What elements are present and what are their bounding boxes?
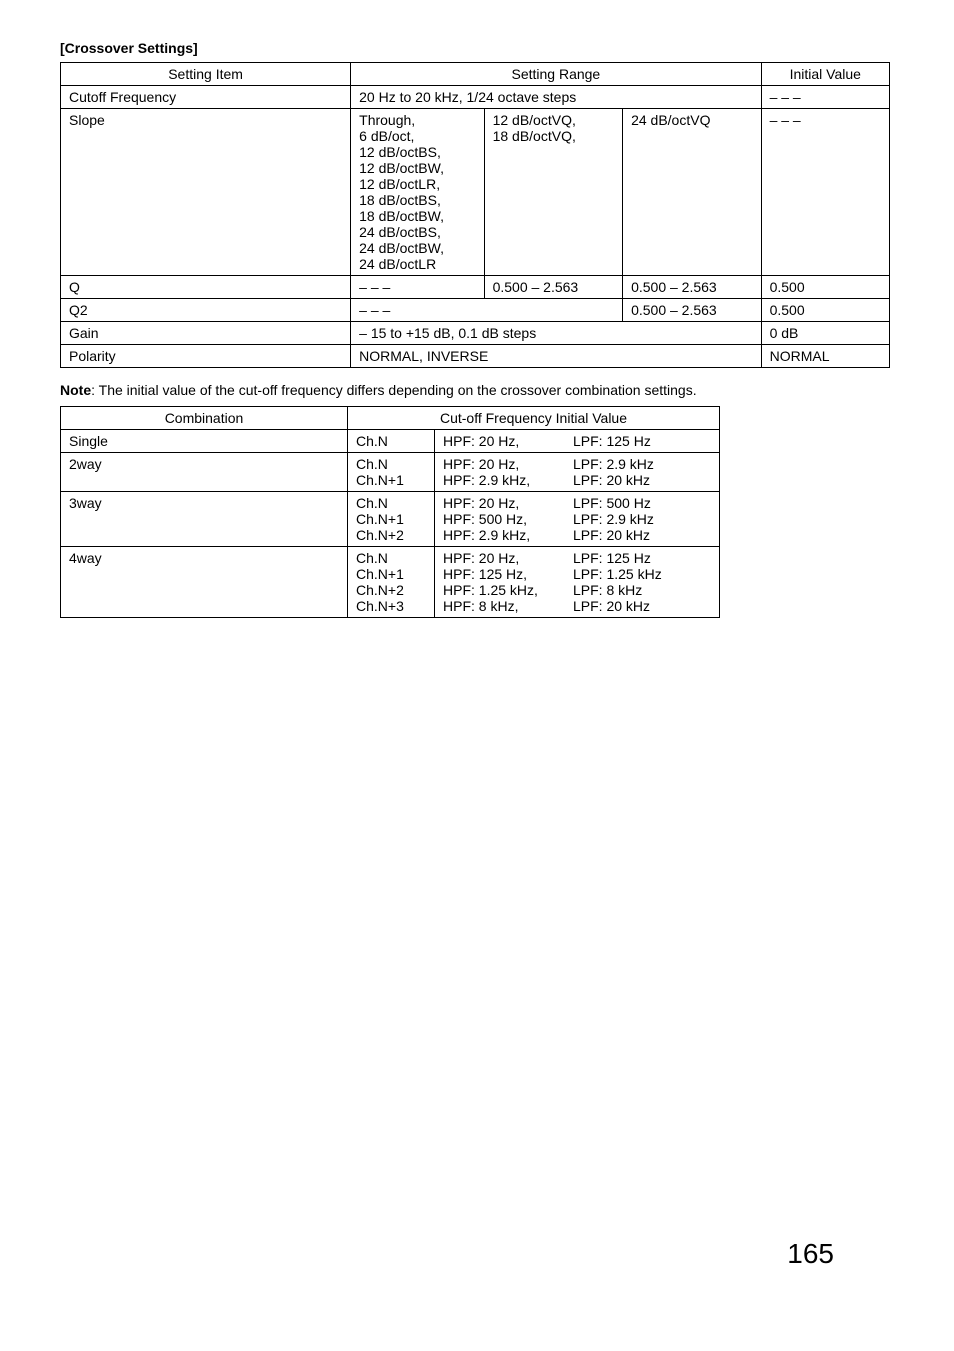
cell-freq: HPF: 20 Hz,LPF: 125 Hz HPF: 125 Hz,LPF: … [435, 547, 720, 618]
header-initial-value: Initial Value [761, 63, 889, 86]
cell-item: Q2 [61, 299, 351, 322]
lpf-value: LPF: 8 kHz [573, 582, 642, 598]
note-text: : The initial value of the cut-off frequ… [91, 382, 696, 398]
cell-range-col3: 0.500 – 2.563 [623, 276, 762, 299]
page-number: 165 [787, 1238, 834, 1270]
cell-item: Gain [61, 322, 351, 345]
lpf-value: LPF: 20 kHz [573, 472, 650, 488]
lpf-value: LPF: 500 Hz [573, 495, 651, 511]
cell-range-col1: – – – [351, 276, 484, 299]
table-row: Cutoff Frequency 20 Hz to 20 kHz, 1/24 o… [61, 86, 890, 109]
cell-ch: Ch.N Ch.N+1 Ch.N+2 [348, 492, 435, 547]
table-row: Q – – – 0.500 – 2.563 0.500 – 2.563 0.50… [61, 276, 890, 299]
note-line: Note: The initial value of the cut-off f… [60, 382, 894, 398]
lpf-value: LPF: 2.9 kHz [573, 511, 654, 527]
cell-combo: 4way [61, 547, 348, 618]
cell-initial: 0.500 [761, 276, 889, 299]
ch-value: Ch.N+2 [356, 527, 426, 543]
cell-combo: 3way [61, 492, 348, 547]
cell-range-col2: 0.500 – 2.563 [484, 276, 623, 299]
lpf-value: LPF: 20 kHz [573, 527, 650, 543]
hpf-value: HPF: 8 kHz, [443, 598, 573, 614]
cell-ch: Ch.N Ch.N+1 [348, 453, 435, 492]
table-row: 2way Ch.N Ch.N+1 HPF: 20 Hz,LPF: 2.9 kHz… [61, 453, 720, 492]
ch-value: Ch.N+2 [356, 582, 426, 598]
header-setting-item: Setting Item [61, 63, 351, 86]
cell-freq: HPF: 20 Hz,LPF: 125 Hz [435, 430, 720, 453]
cell-item: Polarity [61, 345, 351, 368]
note-label: Note [60, 382, 91, 398]
lpf-value: LPF: 20 kHz [573, 598, 650, 614]
ch-value: Ch.N [356, 550, 426, 566]
table-row: Gain – 15 to +15 dB, 0.1 dB steps 0 dB [61, 322, 890, 345]
cell-range-col3: 24 dB/octVQ [623, 109, 762, 276]
header-cutoff-value: Cut-off Frequency Initial Value [348, 407, 720, 430]
hpf-value: HPF: 500 Hz, [443, 511, 573, 527]
cell-initial: 0 dB [761, 322, 889, 345]
table-row: Polarity NORMAL, INVERSE NORMAL [61, 345, 890, 368]
cell-range: NORMAL, INVERSE [351, 345, 761, 368]
cell-ch: Ch.N [348, 430, 435, 453]
cell-range-col3: 0.500 – 2.563 [623, 299, 762, 322]
cell-range-col1: Through, 6 dB/oct, 12 dB/octBS, 12 dB/oc… [351, 109, 484, 276]
table-row: 4way Ch.N Ch.N+1 Ch.N+2 Ch.N+3 HPF: 20 H… [61, 547, 720, 618]
hpf-value: HPF: 20 Hz, [443, 550, 573, 566]
hpf-value: HPF: 20 Hz, [443, 456, 573, 472]
cell-freq: HPF: 20 Hz,LPF: 2.9 kHz HPF: 2.9 kHz,LPF… [435, 453, 720, 492]
table-header-row: Setting Item Setting Range Initial Value [61, 63, 890, 86]
cutoff-initial-value-table: Combination Cut-off Frequency Initial Va… [60, 406, 720, 618]
hpf-value: HPF: 1.25 kHz, [443, 582, 573, 598]
cell-initial: – – – [761, 109, 889, 276]
cell-item: Slope [61, 109, 351, 276]
cell-combo: 2way [61, 453, 348, 492]
cell-initial: – – – [761, 86, 889, 109]
ch-value: Ch.N+1 [356, 566, 426, 582]
hpf-value: HPF: 2.9 kHz, [443, 472, 573, 488]
lpf-value: LPF: 1.25 kHz [573, 566, 662, 582]
table-row: Q2 – – – 0.500 – 2.563 0.500 [61, 299, 890, 322]
ch-value: Ch.N [356, 456, 426, 472]
lpf-value: LPF: 2.9 kHz [573, 456, 654, 472]
cell-item: Q [61, 276, 351, 299]
cell-ch: Ch.N Ch.N+1 Ch.N+2 Ch.N+3 [348, 547, 435, 618]
table-row: Single Ch.N HPF: 20 Hz,LPF: 125 Hz [61, 430, 720, 453]
table-row: Slope Through, 6 dB/oct, 12 dB/octBS, 12… [61, 109, 890, 276]
cell-freq: HPF: 20 Hz,LPF: 500 Hz HPF: 500 Hz,LPF: … [435, 492, 720, 547]
header-setting-range: Setting Range [351, 63, 761, 86]
crossover-settings-table: Setting Item Setting Range Initial Value… [60, 62, 890, 368]
cell-range-col12: – – – [351, 299, 623, 322]
table-row: 3way Ch.N Ch.N+1 Ch.N+2 HPF: 20 Hz,LPF: … [61, 492, 720, 547]
cell-combo: Single [61, 430, 348, 453]
header-combination: Combination [61, 407, 348, 430]
ch-value: Ch.N+1 [356, 472, 426, 488]
hpf-value: HPF: 20 Hz, [443, 433, 573, 449]
lpf-value: LPF: 125 Hz [573, 433, 651, 449]
hpf-value: HPF: 2.9 kHz, [443, 527, 573, 543]
lpf-value: LPF: 125 Hz [573, 550, 651, 566]
ch-value: Ch.N [356, 495, 426, 511]
ch-value: Ch.N+3 [356, 598, 426, 614]
cell-range: – 15 to +15 dB, 0.1 dB steps [351, 322, 761, 345]
table-header-row: Combination Cut-off Frequency Initial Va… [61, 407, 720, 430]
cell-range: 20 Hz to 20 kHz, 1/24 octave steps [351, 86, 761, 109]
cell-initial: NORMAL [761, 345, 889, 368]
section-title: [Crossover Settings] [60, 40, 894, 56]
cell-initial: 0.500 [761, 299, 889, 322]
cell-item: Cutoff Frequency [61, 86, 351, 109]
hpf-value: HPF: 20 Hz, [443, 495, 573, 511]
hpf-value: HPF: 125 Hz, [443, 566, 573, 582]
ch-value: Ch.N+1 [356, 511, 426, 527]
cell-range-col2: 12 dB/octVQ, 18 dB/octVQ, [484, 109, 623, 276]
